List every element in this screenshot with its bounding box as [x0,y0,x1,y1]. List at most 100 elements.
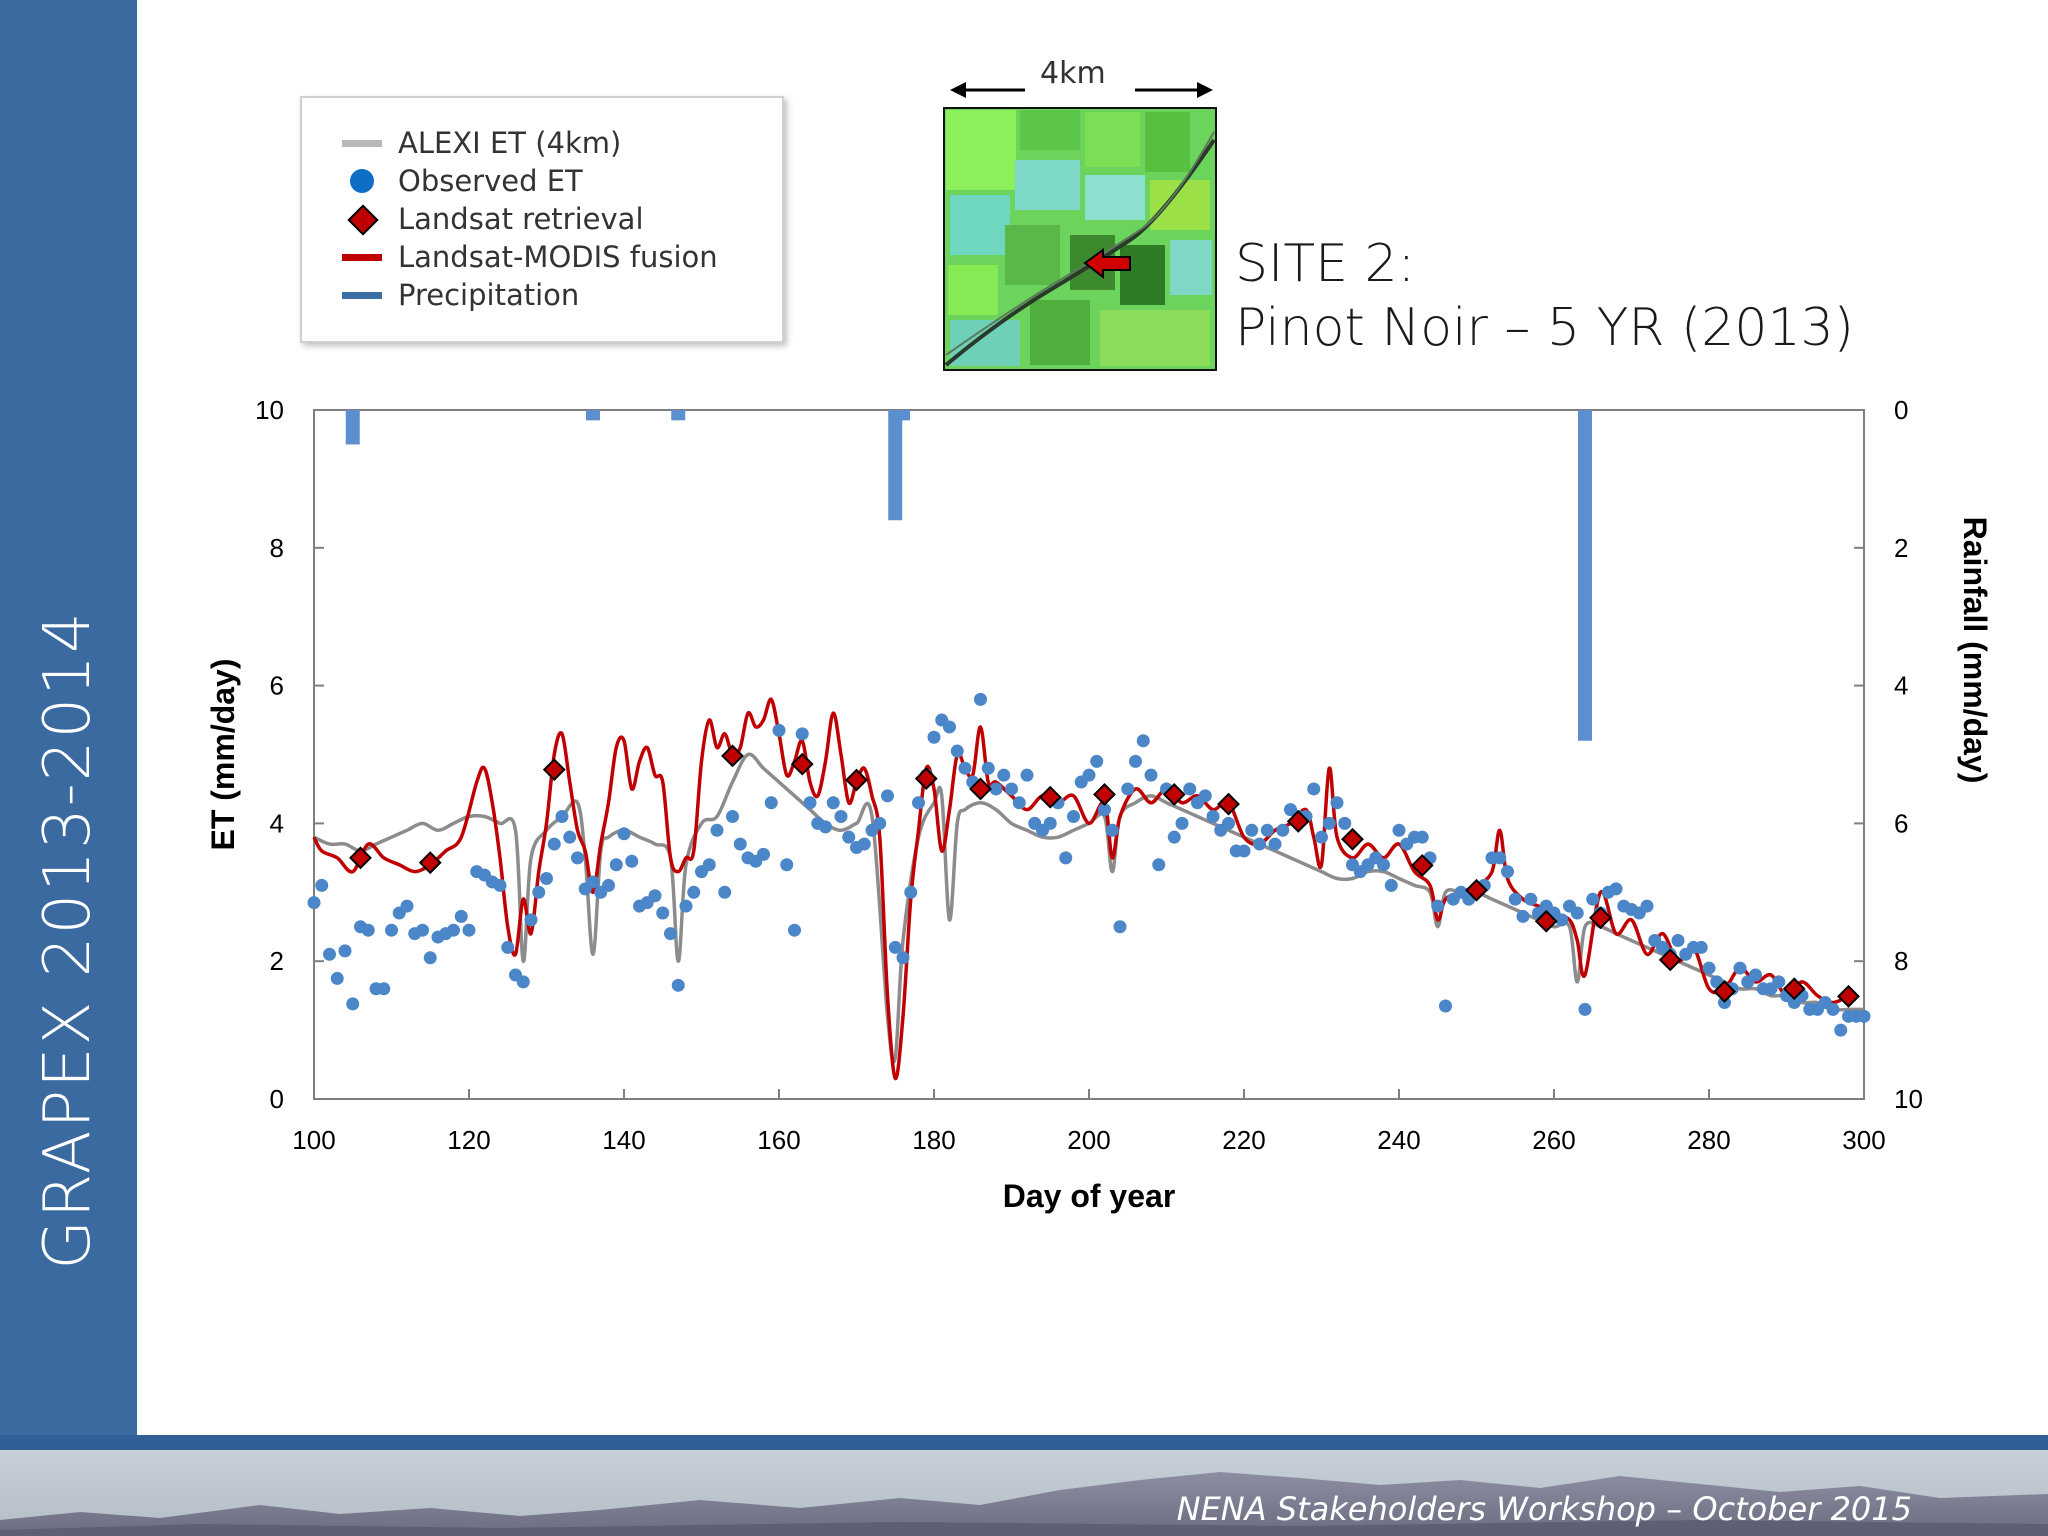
observed-point [764,796,778,810]
landsat-marker [721,744,744,768]
landsat-marker [1093,783,1116,806]
observed-point [1136,734,1150,748]
observed-point [1067,810,1080,824]
observed-point [873,816,887,830]
observed-point [1113,920,1127,934]
observed-point [1059,851,1073,865]
observed-point [1121,782,1135,796]
observed-point [1175,816,1189,830]
x-tick-label: 200 [1067,1125,1110,1155]
observed-point [1315,830,1328,844]
observed-point [1322,816,1336,830]
observed-point [617,827,631,841]
observed-point [1671,934,1685,948]
observed-point [896,951,910,965]
x-tick-label: 280 [1687,1125,1730,1155]
landsat-marker [845,768,868,792]
observed-point [1222,816,1235,830]
legend-item-fusion: Landsat-MODIS fusion [342,238,718,276]
x-tick-label: 120 [447,1125,490,1155]
observed-point [1005,782,1018,796]
observed-point [1090,754,1104,768]
observed-point [1384,878,1398,892]
landsat-marker [1217,792,1240,816]
x-tick-label: 300 [1842,1125,1885,1155]
observed-point [912,796,925,810]
observed-point [1167,830,1181,844]
y-tick-label: 8 [270,533,284,563]
observed-point [1338,816,1352,830]
observed-point [1570,906,1584,920]
observed-point [602,878,615,892]
observed-point [733,837,747,851]
observed-point [423,951,437,965]
observed-point [1826,1002,1840,1016]
y-tick-label: 4 [270,808,284,838]
x-tick-label: 260 [1532,1125,1575,1155]
observed-point [1702,961,1716,975]
landsat-marker [1837,984,1860,1008]
legend-item-precip: Precipitation [342,276,579,314]
observed-point [1020,768,1034,782]
observed-point [788,923,801,937]
observed-point [1586,892,1600,906]
observed-point [710,823,724,837]
observed-point [795,727,809,741]
landsat-marker [1658,948,1682,972]
observed-point [648,889,662,903]
x-tick-label: 160 [757,1125,800,1155]
observed-point [447,923,460,937]
observed-point [826,796,840,810]
x-tick-label: 100 [292,1125,335,1155]
y-tick-label: 10 [255,395,284,425]
observed-point [1012,796,1026,810]
landsat-marker [1713,980,1736,1003]
observed-point [1431,899,1445,913]
observed-point [819,820,832,834]
observed-point [904,885,918,899]
y-tick-label: 2 [270,946,284,976]
observed-point [1152,858,1166,872]
observed-point [1268,837,1282,851]
alexi-line [313,752,1864,1064]
observed-point [1857,1009,1871,1023]
site-subtitle: Pinot Noir – 5 YR (2013) [1235,298,1854,358]
observed-point [315,878,329,892]
observed-point [664,927,677,941]
observed-point [1749,968,1762,982]
observed-point [1206,810,1220,824]
observed-point [857,837,871,851]
observed-point [1307,782,1321,796]
observed-point [997,768,1011,782]
red-line-icon [342,243,386,271]
sidebar-band [0,0,137,1435]
observed-point [516,975,530,989]
observed-point [1640,899,1654,913]
landsat-marker [1038,785,1062,809]
observed-point [416,923,429,937]
x-tick-label: 220 [1222,1125,1265,1155]
landsat-marker [349,846,372,870]
observed-point [671,978,685,992]
legend-label: Precipitation [398,278,580,312]
observed-point [1439,999,1452,1013]
y2-tick-label: 8 [1894,946,1908,976]
y2-tick-label: 4 [1894,671,1908,701]
observed-point [1516,909,1530,923]
legend-label: ALEXI ET (4km) [398,126,622,160]
observed-point [1377,858,1390,872]
observed-point [757,847,770,861]
observed-point [772,723,786,737]
precip-bar [586,410,600,421]
landsat-marker [1286,809,1310,833]
footer-strip [0,1435,2048,1450]
observed-point [586,875,600,889]
observed-point [718,885,732,899]
precip-bar [671,410,686,421]
observed-point [1245,823,1259,837]
observed-point [1834,1023,1848,1037]
plot-frame [313,409,1865,1100]
observed-point [346,997,360,1011]
observed-point [1392,823,1406,837]
